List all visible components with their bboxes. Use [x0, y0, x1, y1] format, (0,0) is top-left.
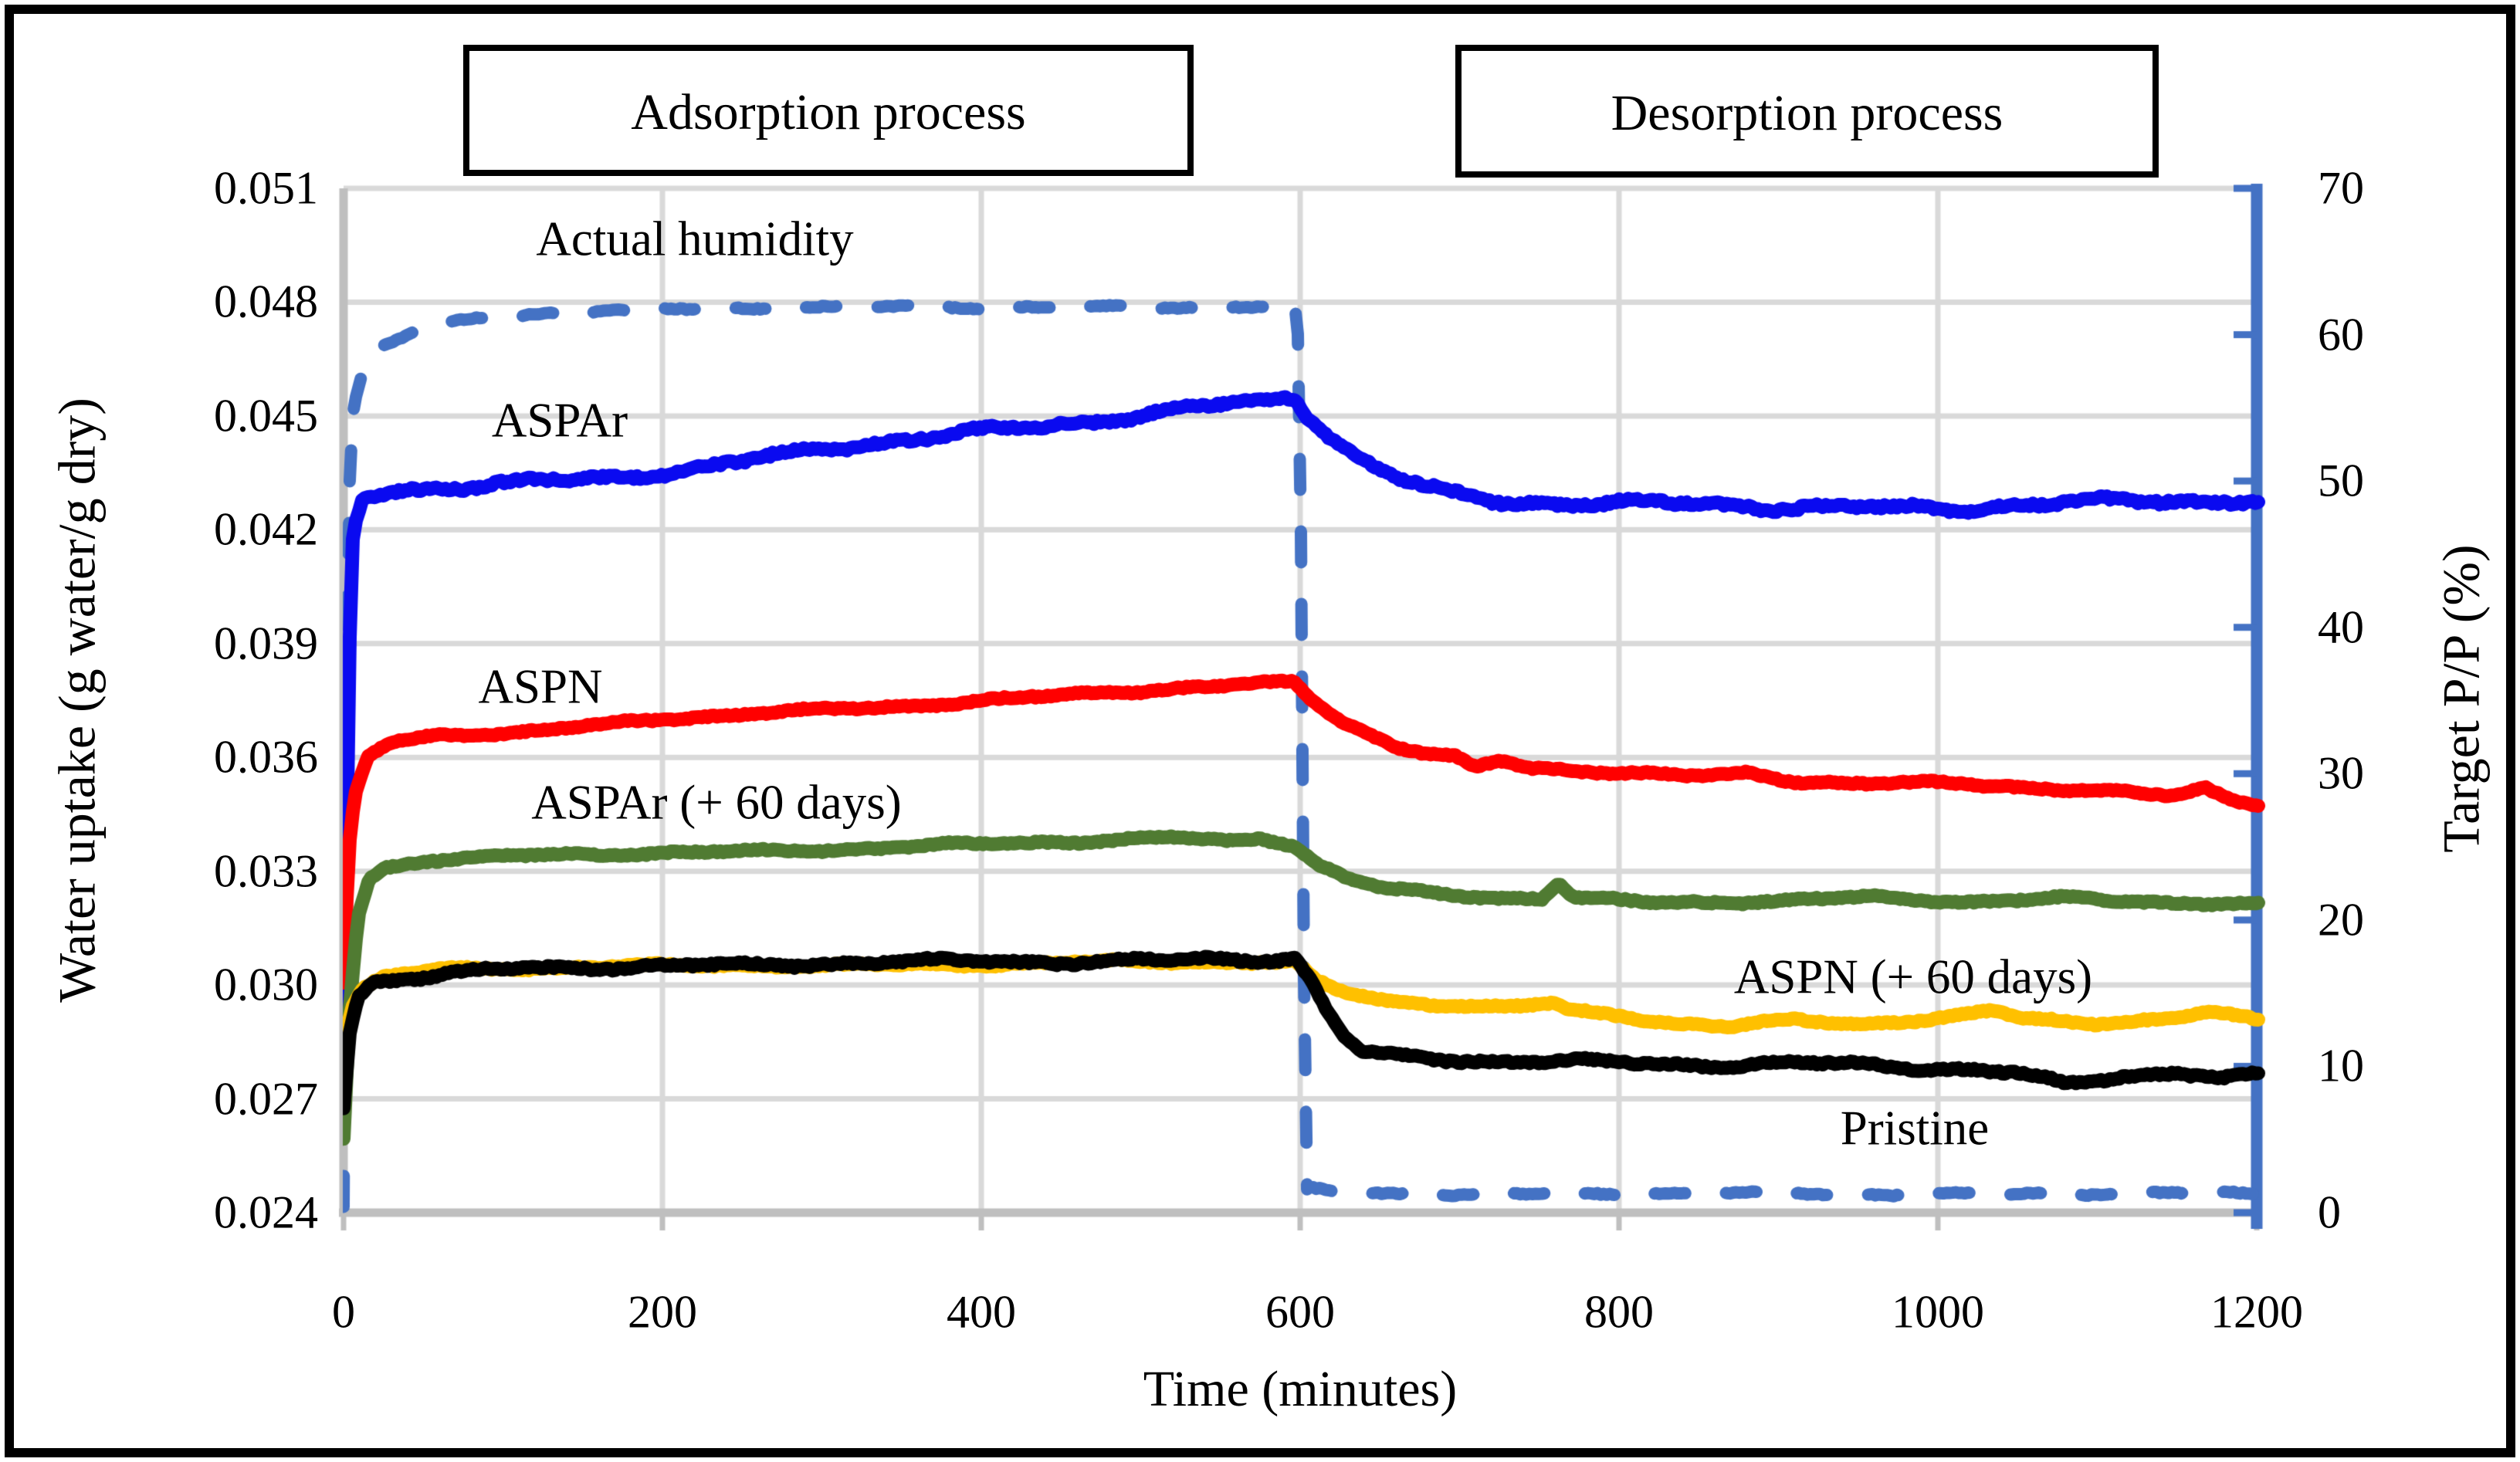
series-label-aspn-60-days: ASPN (+ 60 days) — [1733, 949, 2093, 1004]
y-right-axis-title: Target P/P (%) — [2431, 544, 2491, 853]
y-left-tick-label: 0.024 — [214, 1186, 318, 1238]
y-right-tick-label: 40 — [2318, 601, 2364, 653]
desorption-process-label: Desorption process — [1611, 85, 2003, 141]
y-left-tick-label: 0.045 — [214, 390, 318, 442]
x-tick-label: 600 — [1265, 1286, 1335, 1338]
y-right-tick-label: 0 — [2318, 1186, 2341, 1238]
adsorption-process-label: Adsorption process — [631, 84, 1026, 140]
y-right-tick-label: 10 — [2318, 1040, 2364, 1091]
y-left-tick-label: 0.051 — [214, 162, 318, 214]
y-left-tick-label: 0.033 — [214, 845, 318, 897]
desorption-process-box: Desorption process — [1455, 45, 2159, 178]
x-tick-label: 1200 — [2210, 1286, 2303, 1338]
y-left-tick-label: 0.048 — [214, 276, 318, 327]
y-right-tick-label: 30 — [2318, 747, 2364, 799]
y-left-tick-label: 0.036 — [214, 731, 318, 783]
y-left-tick-label: 0.027 — [214, 1073, 318, 1125]
x-tick-label: 0 — [332, 1286, 355, 1338]
y-left-axis-title: Water uptake (g water/g dry) — [47, 398, 107, 1003]
y-right-tick-label: 20 — [2318, 894, 2364, 946]
x-axis-title: Time (minutes) — [1143, 1361, 1458, 1417]
y-left-tick-label: 0.030 — [214, 959, 318, 1010]
x-tick-label: 400 — [947, 1286, 1016, 1338]
adsorption-process-box: Adsorption process — [463, 45, 1194, 176]
series-label-aspar-60-days: ASPAr (+ 60 days) — [531, 775, 902, 830]
series-label-aspn: ASPN — [478, 659, 603, 714]
y-left-tick-label: 0.039 — [214, 618, 318, 669]
series-label-pristine: Pristine — [1840, 1101, 1990, 1156]
series-label-actual-humidity: Actual humidity — [536, 212, 854, 266]
y-left-tick-label: 0.042 — [214, 503, 318, 555]
y-right-tick-label: 50 — [2318, 455, 2364, 506]
series-label-aspar: ASPAr — [491, 393, 628, 448]
x-tick-label: 1000 — [1892, 1286, 1984, 1338]
y-right-tick-label: 70 — [2318, 162, 2364, 214]
y-right-tick-label: 60 — [2318, 309, 2364, 360]
x-tick-label: 800 — [1584, 1286, 1654, 1338]
x-tick-label: 200 — [628, 1286, 697, 1338]
